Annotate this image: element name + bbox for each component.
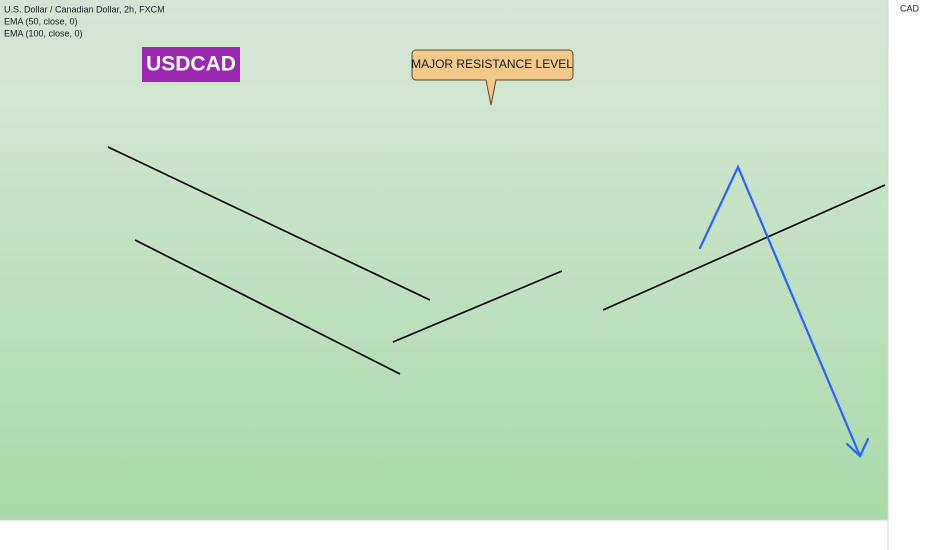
x-axis-panel [0,520,888,550]
currency: CAD [900,3,920,13]
arrow-head [845,437,870,458]
trendlines [107,146,886,375]
callout [411,49,574,106]
callout-text: MAJOR RESISTANCE LEVEL [411,57,573,71]
badge-box [142,47,240,82]
forecast-path [698,164,862,458]
indicator-label: EMA (100, close, 0) [4,28,83,38]
forecast-arrow [698,164,870,458]
channel-bottom [134,239,401,375]
y-axis-panel [888,0,932,550]
badge: USDCAD [146,53,236,76]
support-line [602,184,886,311]
indicator-label: EMA (50, close, 0) [4,16,78,26]
support-line [392,270,563,343]
chart-title: U.S. Dollar / Canadian Dollar, 2h, FXCM [4,4,165,14]
channel-top [107,146,431,301]
plot-background [0,0,888,520]
